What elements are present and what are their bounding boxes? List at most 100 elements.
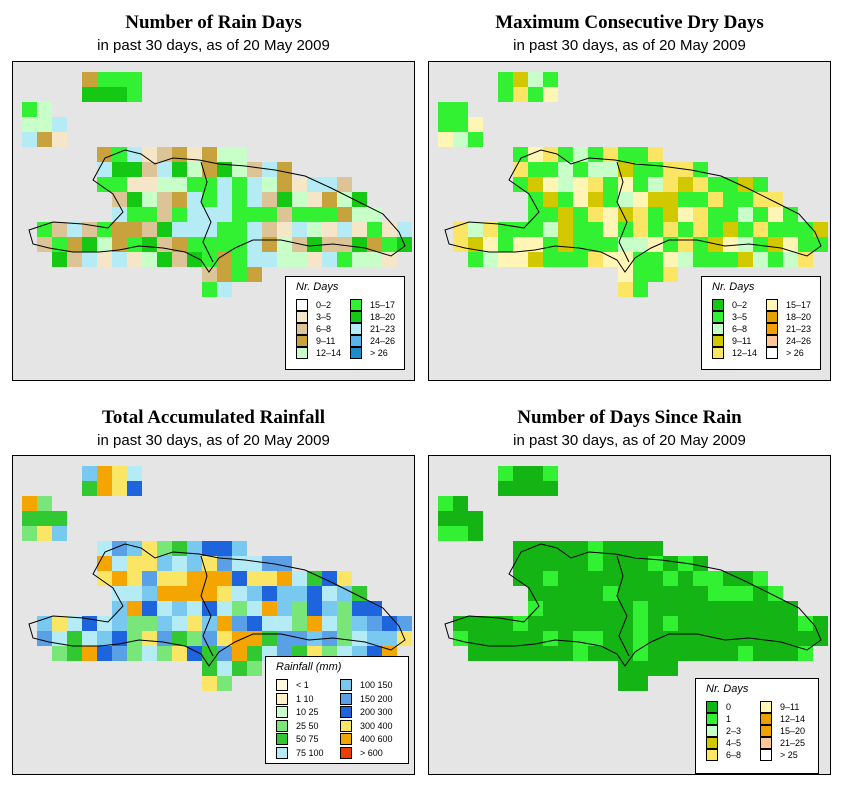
raster-cell bbox=[352, 252, 367, 267]
raster-cell bbox=[603, 177, 618, 192]
raster-cell bbox=[247, 616, 262, 631]
raster-cell bbox=[603, 631, 618, 646]
raster-cell bbox=[277, 162, 292, 177]
raster-cell bbox=[157, 237, 172, 252]
legend-label: 25 50 bbox=[296, 720, 319, 731]
raster-cell bbox=[648, 177, 663, 192]
legend-swatch bbox=[350, 311, 362, 323]
raster-cell bbox=[202, 586, 217, 601]
raster-cell bbox=[558, 556, 573, 571]
raster-cell bbox=[708, 571, 723, 586]
raster-cell bbox=[262, 616, 277, 631]
raster-cell bbox=[187, 177, 202, 192]
raster-cell bbox=[232, 147, 247, 162]
raster-cell bbox=[157, 601, 172, 616]
raster-cell bbox=[633, 147, 648, 162]
raster-cell bbox=[112, 237, 127, 252]
raster-cell bbox=[202, 676, 217, 691]
raster-cell bbox=[262, 252, 277, 267]
raster-cell bbox=[307, 252, 322, 267]
legend-swatch bbox=[340, 679, 352, 691]
raster-cell bbox=[723, 631, 738, 646]
raster-cell bbox=[618, 222, 633, 237]
raster-cell bbox=[277, 601, 292, 616]
raster-cell bbox=[232, 237, 247, 252]
raster-cell bbox=[112, 162, 127, 177]
raster-cell bbox=[498, 252, 513, 267]
raster-cell bbox=[528, 646, 543, 661]
raster-cell bbox=[52, 616, 67, 631]
raster-cell bbox=[52, 646, 67, 661]
raster-cell bbox=[663, 661, 678, 676]
raster-cell bbox=[768, 601, 783, 616]
raster-cell bbox=[663, 162, 678, 177]
raster-cell bbox=[663, 177, 678, 192]
raster-cell bbox=[723, 252, 738, 267]
raster-cell bbox=[543, 601, 558, 616]
raster-cell bbox=[37, 222, 52, 237]
raster-cell bbox=[723, 177, 738, 192]
raster-cell bbox=[753, 646, 768, 661]
raster-cell bbox=[783, 252, 798, 267]
raster-cell bbox=[738, 616, 753, 631]
legend-label: 200 300 bbox=[360, 707, 393, 717]
raster-cell bbox=[663, 222, 678, 237]
panel-subtitle: in past 30 days, as of 20 May 2009 bbox=[513, 432, 746, 449]
legend-label: 6–8 bbox=[726, 750, 742, 760]
raster-cell bbox=[307, 177, 322, 192]
raster-cell bbox=[633, 177, 648, 192]
legend-swatch bbox=[340, 746, 352, 759]
raster-cell bbox=[453, 117, 468, 132]
raster-cell bbox=[232, 631, 247, 646]
raster-cell bbox=[322, 177, 337, 192]
raster-cell bbox=[277, 586, 292, 601]
raster-cell bbox=[277, 631, 292, 646]
legend-label: 50 75 bbox=[296, 734, 319, 744]
raster-cell bbox=[528, 571, 543, 586]
raster-cell bbox=[558, 162, 573, 177]
raster-cell bbox=[337, 616, 352, 631]
raster-cell bbox=[382, 237, 397, 252]
raster-cell bbox=[202, 282, 217, 297]
raster-cell bbox=[588, 177, 603, 192]
raster-cell bbox=[157, 177, 172, 192]
raster-cell bbox=[783, 646, 798, 661]
raster-cell bbox=[202, 252, 217, 267]
raster-cell bbox=[127, 586, 142, 601]
raster-cell bbox=[67, 616, 82, 631]
raster-cell bbox=[82, 72, 97, 87]
raster-cell bbox=[693, 556, 708, 571]
legend-label: > 26 bbox=[786, 348, 804, 358]
coastline bbox=[28, 543, 406, 667]
raster-cell bbox=[783, 237, 798, 252]
raster-cell bbox=[142, 177, 157, 192]
raster-cell bbox=[127, 207, 142, 222]
legend-label: 12–14 bbox=[316, 348, 342, 358]
raster-cell bbox=[573, 571, 588, 586]
raster-cell bbox=[172, 571, 187, 586]
raster-cell bbox=[127, 252, 142, 267]
raster-cell bbox=[172, 237, 187, 252]
coastline bbox=[444, 149, 822, 273]
raster-cell bbox=[633, 601, 648, 616]
panel-subtitle: in past 30 days, as of 20 May 2009 bbox=[97, 432, 330, 449]
legend-swatch bbox=[760, 737, 772, 749]
raster-cell bbox=[588, 601, 603, 616]
raster-cell bbox=[558, 147, 573, 162]
raster-cell bbox=[82, 87, 97, 102]
raster-cell bbox=[52, 222, 67, 237]
raster-cell bbox=[678, 586, 693, 601]
raster-cell bbox=[397, 222, 412, 237]
raster-cell bbox=[663, 646, 678, 661]
raster-cell bbox=[663, 207, 678, 222]
raster-cell bbox=[337, 207, 352, 222]
raster-cell bbox=[172, 222, 187, 237]
raster-cell bbox=[172, 586, 187, 601]
raster-cell bbox=[798, 237, 813, 252]
raster-cell bbox=[618, 267, 633, 282]
raster-cell bbox=[37, 616, 52, 631]
raster-cell bbox=[528, 466, 543, 481]
legend-swatch bbox=[340, 719, 352, 732]
raster-cell bbox=[588, 556, 603, 571]
raster-cell bbox=[633, 207, 648, 222]
